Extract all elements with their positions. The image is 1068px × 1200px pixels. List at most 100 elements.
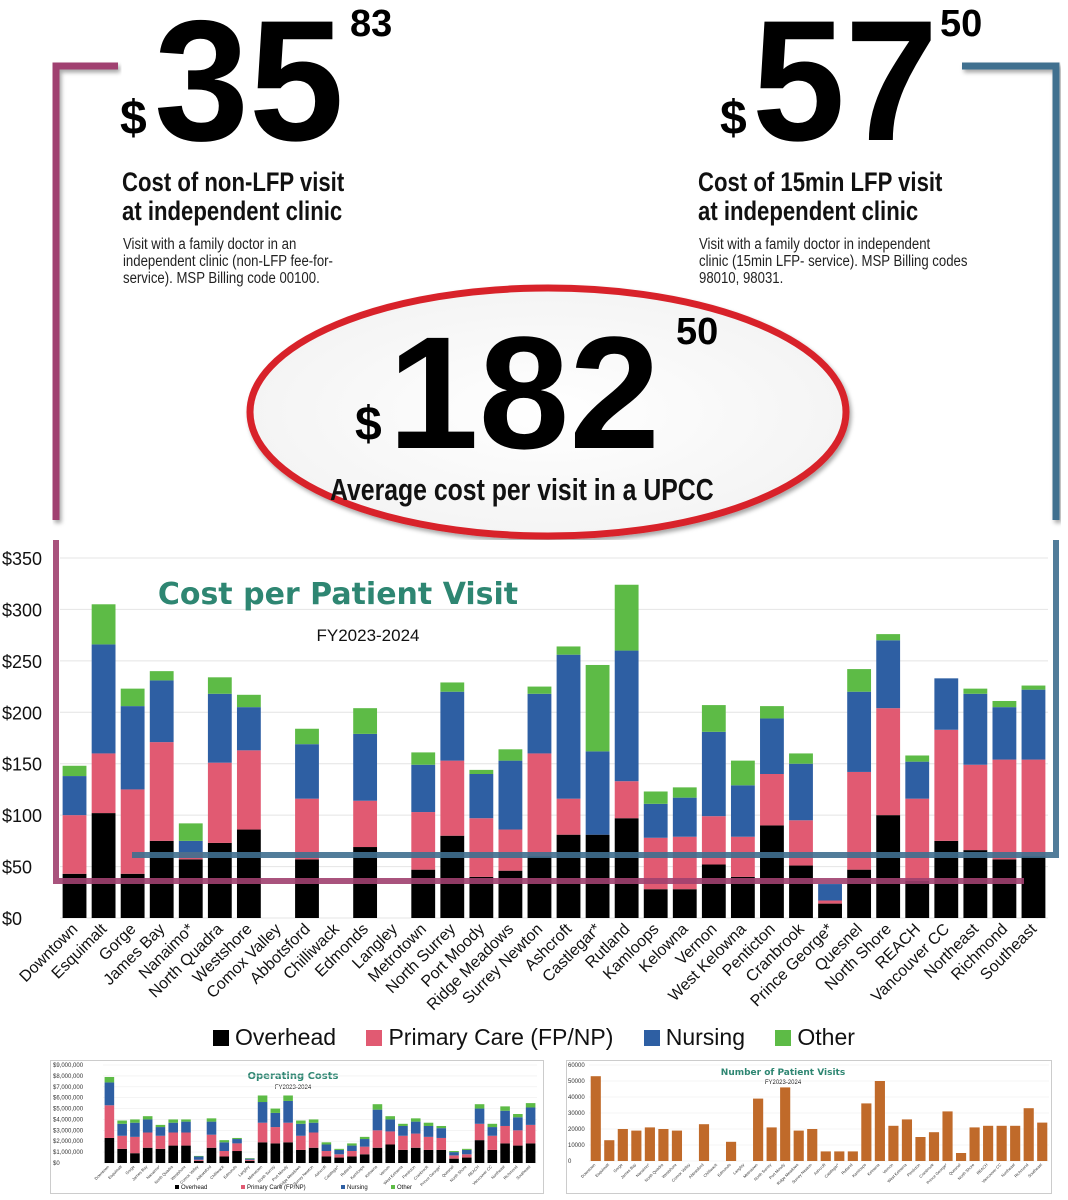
bar-quesnel-overhead [847, 869, 872, 918]
bar-north-quadra [658, 1129, 669, 1161]
bar-north-surrey-primary-care-fp-np [270, 1127, 281, 1144]
bar-abbotsford-overhead [295, 859, 319, 918]
bar-prince-george-other [436, 1125, 447, 1129]
x-tick-label: Gorge [612, 1162, 624, 1174]
bar-downtown-overhead [104, 1137, 115, 1163]
bar-north-shore [969, 1127, 980, 1161]
x-tick-label: Kelowna [866, 1162, 881, 1177]
bar-downtown-other [104, 1076, 115, 1083]
bar-southeast-overhead [525, 1143, 536, 1163]
x-tick-label: Chilliwack [209, 1164, 225, 1180]
bar-port-moody-other [469, 769, 494, 774]
legend-primary-care: Primary Care (FP/NP) [366, 1024, 613, 1050]
bar-esquimalt-primary-care-fp-np [117, 1135, 127, 1149]
bar-kamloops-primary-care-fp-np [359, 1146, 370, 1155]
bar-reach-other [905, 755, 930, 762]
lfp-currency: $ [720, 92, 747, 145]
upcc-dollars: 182 [388, 303, 660, 482]
bar-vernon-nursing [385, 1119, 395, 1132]
non-lfp-cents: 83 [350, 3, 392, 45]
legend-swatch-other [775, 1030, 792, 1046]
bar-penticton [915, 1137, 926, 1161]
bar-southeast-overhead [1021, 856, 1046, 918]
bar-castlegar-nursing [334, 1149, 344, 1155]
lfp-bracket [962, 62, 1060, 520]
bar-edmonds-overhead [232, 1151, 242, 1163]
bar-westshore-overhead [181, 1145, 191, 1163]
bar-castlegar-other [585, 664, 610, 752]
bar-vernon-primary-care-fp-np [385, 1131, 395, 1145]
patient-visits-title: Number of Patient Visits [721, 1068, 845, 1078]
bar-quesnel-primary-care-fp-np [449, 1155, 459, 1159]
bar-north-quadra-nursing [168, 1122, 178, 1133]
bar-cranbrook-other [423, 1122, 434, 1126]
bar-kamloops-nursing [359, 1139, 370, 1147]
bar-cranbrook-primary-care-fp-np [789, 820, 813, 866]
bar-downtown [590, 1076, 601, 1161]
bar-ridge-meadows-other [296, 1120, 306, 1124]
bar-north-shore-other [462, 1148, 472, 1150]
mini-legend-label: Nursing [347, 1185, 368, 1191]
bar-gorge-primary-care-fp-np [120, 789, 145, 874]
y-tick-label: $150 [2, 755, 42, 775]
bar-esquimalt-primary-care-fp-np [91, 753, 116, 814]
bar-gorge-nursing [120, 706, 145, 790]
x-tick-label: Edmonds [716, 1162, 731, 1177]
patient-visits-subtitle: FY2023-2024 [765, 1080, 802, 1086]
y-tick-label: $0 [53, 1161, 60, 1167]
bar-prince-george-nursing [818, 884, 842, 901]
y-tick-label: $0 [2, 909, 22, 929]
bar-richmond-overhead [992, 859, 1017, 918]
bar-quesnel [955, 1153, 967, 1161]
bar-nanaimo [644, 1127, 655, 1161]
bar-kamloops-primary-care-fp-np [643, 837, 668, 890]
x-tick-label: Castlegar* [823, 1162, 840, 1179]
bar-cranbrook-other [789, 753, 813, 764]
bar-southeast-nursing [525, 1107, 536, 1125]
bar-northeast-other [963, 688, 988, 694]
bar-surrey-newton-overhead [527, 856, 552, 918]
bar-north-shore-primary-care-fp-np [462, 1154, 472, 1158]
main-chart-y-axis: $0 $50 $100 $150 $200 $250 $300 $350 [2, 549, 42, 929]
bar-prince-george-overhead [436, 1149, 447, 1163]
bar-esquimalt-nursing [91, 644, 116, 754]
bar-abbotsford-nursing [206, 1121, 217, 1135]
bar-nanaimo-other [178, 823, 203, 841]
y-tick-label: $50 [2, 858, 32, 878]
bar-rutland-nursing [614, 650, 639, 782]
y-tick-label: $2,000,000 [53, 1139, 84, 1145]
bar-rutland-overhead [347, 1156, 357, 1163]
bar-west-kelowna-primary-care-fp-np [398, 1135, 408, 1150]
bar-edmonds-other [232, 1137, 242, 1140]
bar-ashcroft-nursing [556, 654, 581, 799]
bar-north-quadra-other [168, 1119, 178, 1123]
bar-langley-primary-care-fp-np [245, 1159, 255, 1161]
bar-penticton-primary-care-fp-np [760, 774, 784, 826]
x-tick-label: Kamloops [349, 1164, 365, 1180]
bar-metrotown-overhead [411, 869, 436, 918]
mini-legend-label: Overhead [181, 1185, 207, 1191]
bar-gorge-nursing [130, 1122, 140, 1137]
bar-west-kelowna-overhead [730, 876, 755, 918]
bar-north-surrey-primary-care-fp-np [440, 760, 465, 836]
bar-cranbrook-primary-care-fp-np [423, 1136, 434, 1150]
chart-subtitle: FY2023-2024 [316, 626, 419, 645]
bar-north-quadra-primary-care-fp-np [168, 1132, 178, 1146]
bar-vancouver-cc-primary-care-fp-np [487, 1135, 498, 1150]
bar-west-kelowna-overhead [398, 1149, 408, 1163]
bar-northeast-primary-care-fp-np [963, 764, 988, 851]
legend-other: Other [775, 1024, 855, 1050]
bar-quesnel-other [847, 669, 872, 692]
bar-port-moody-primary-care-fp-np [283, 1122, 293, 1143]
bar-vernon-overhead [385, 1144, 395, 1163]
bar-kelowna-overhead [372, 1147, 383, 1163]
bar-vancouver-cc-primary-care-fp-np [934, 729, 959, 841]
bar-vancouver-cc-overhead [487, 1149, 498, 1163]
bar-metrotown-nursing [411, 764, 436, 813]
bar-downtown-nursing [62, 776, 87, 816]
bar-nanaimo-primary-care-fp-np [155, 1135, 166, 1149]
bar-james-bay-primary-care-fp-np [149, 742, 174, 841]
bar-kelowna-primary-care-fp-np [372, 1130, 383, 1148]
y-tick-label: 30000 [568, 1111, 585, 1117]
mini-legend-swatch [391, 1185, 395, 1189]
